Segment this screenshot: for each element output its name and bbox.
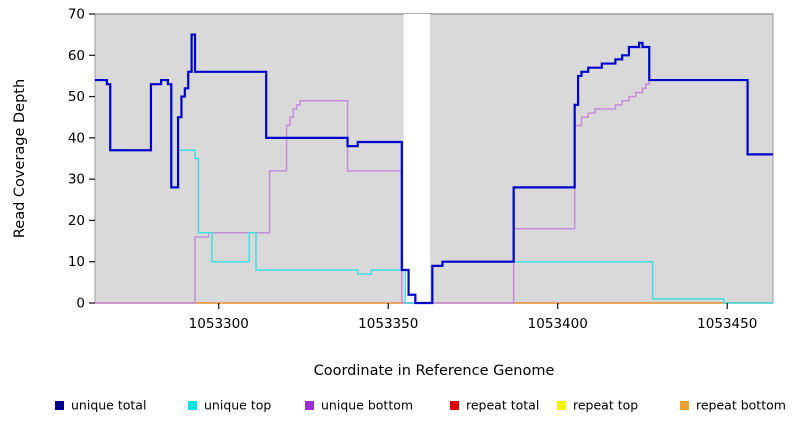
legend-label-repeat-total: repeat total bbox=[466, 398, 539, 413]
y-tick-label: 60 bbox=[68, 48, 85, 64]
series-layer bbox=[95, 33, 773, 305]
gap-mask bbox=[403, 14, 430, 258]
y-tick-label: 70 bbox=[68, 7, 85, 23]
legend-label-unique-total: unique total bbox=[71, 398, 146, 413]
legend-swatch-repeat-total bbox=[450, 401, 459, 410]
y-tick-label: 50 bbox=[68, 89, 85, 105]
legend-label-unique-top: unique top bbox=[204, 398, 271, 413]
series-line-unique-total bbox=[95, 33, 773, 305]
legend-label-unique-bottom: unique bottom bbox=[321, 398, 413, 413]
legend-swatch-repeat-bottom bbox=[680, 401, 689, 410]
legend-swatch-unique-bottom bbox=[305, 401, 314, 410]
x-axis-title: Coordinate in Reference Genome bbox=[314, 363, 555, 379]
y-axis-title: Read Coverage Depth bbox=[12, 79, 28, 238]
x-tick-label: 1053300 bbox=[189, 316, 249, 332]
series-line-unique-bottom bbox=[95, 79, 773, 304]
x-tick-label: 1053450 bbox=[697, 316, 757, 332]
y-tick-label: 40 bbox=[68, 130, 85, 146]
y-tick-label: 0 bbox=[76, 296, 85, 312]
chart-legend: unique total unique top unique bottom repea… bbox=[55, 398, 786, 413]
legend-swatch-repeat-top bbox=[557, 401, 566, 410]
x-tick-label: 1053350 bbox=[358, 316, 418, 332]
legend-swatch-unique-top bbox=[188, 401, 197, 410]
y-tick-label: 20 bbox=[68, 213, 85, 229]
plot-background bbox=[95, 14, 773, 303]
y-tick-label: 10 bbox=[68, 254, 85, 270]
legend-swatch-unique-total bbox=[55, 401, 64, 410]
legend-label-repeat-top: repeat top bbox=[573, 398, 638, 413]
axes-layer: 0 10 20 30 40 50 60 70 1053300 1053350 1053400 1053… bbox=[68, 7, 757, 333]
legend-label-repeat-bottom: repeat bottom bbox=[696, 398, 786, 413]
y-tick-label: 30 bbox=[68, 172, 85, 188]
x-tick-label: 1053400 bbox=[528, 316, 588, 332]
